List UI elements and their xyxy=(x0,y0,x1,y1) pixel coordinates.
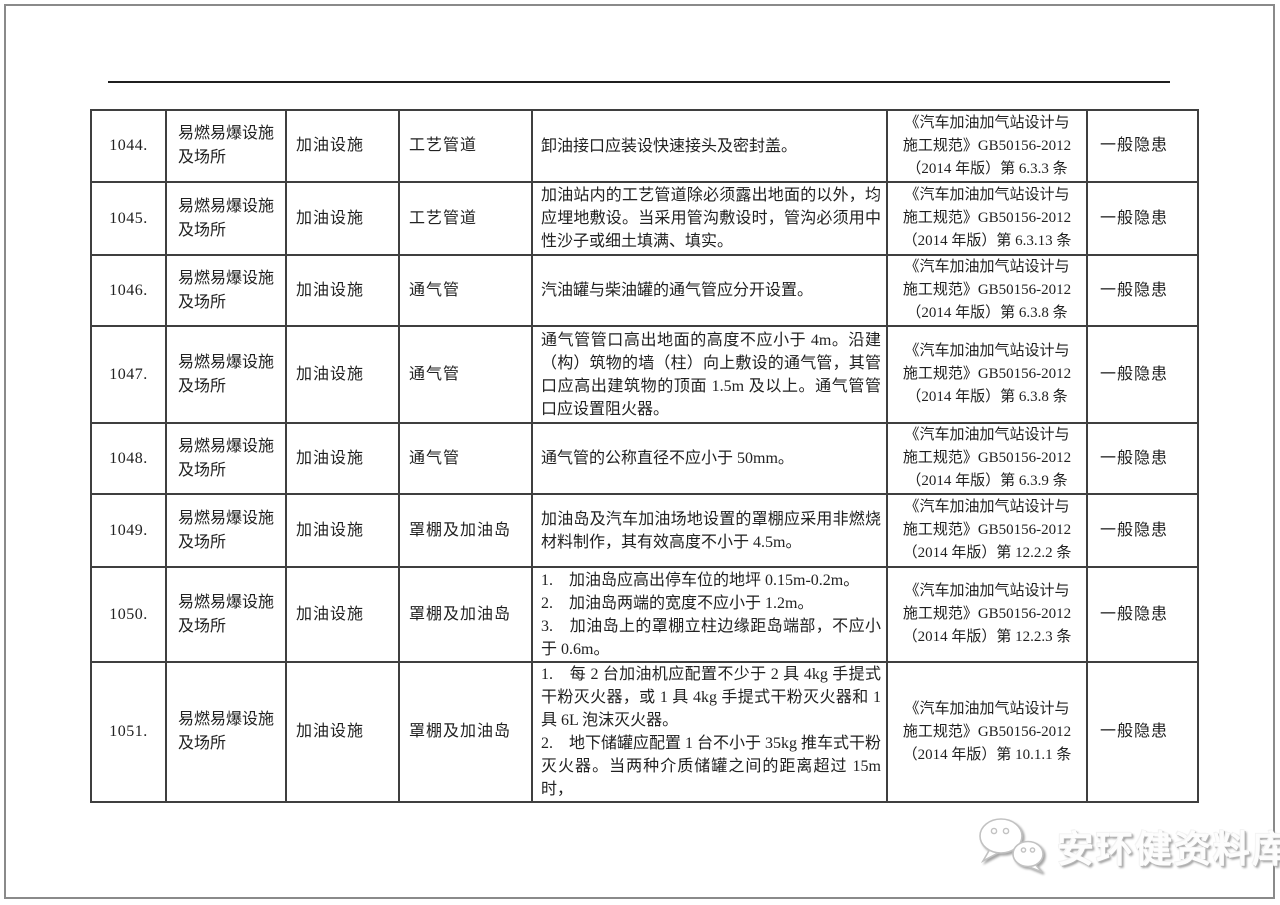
cell-hazard-level: 一般隐患 xyxy=(1086,661,1199,803)
cell-legal-basis: 《汽车加油加气站设计与 施工规范》GB50156-2012 （2014 年版）第… xyxy=(886,566,1088,663)
table-row: 1045. 易燃易爆设施 及场所 加油设施 工艺管道 加油站内的工艺管道除必须露… xyxy=(90,181,1199,256)
cell-place: 易燃易爆设施 及场所 xyxy=(165,422,287,495)
cell-hazard-level: 一般隐患 xyxy=(1086,254,1199,327)
cell-hazard-level: 一般隐患 xyxy=(1086,181,1199,256)
cell-place: 易燃易爆设施 及场所 xyxy=(165,493,287,568)
cell-seq-number: 1045. xyxy=(90,181,167,256)
cell-description: 1. 每 2 台加油机应配置不少于 2 具 4kg 手提式干粉灭火器，或 1 具… xyxy=(531,661,888,803)
watermark-text: 安环健资料库 xyxy=(1057,829,1280,870)
cell-description: 卸油接口应装设快速接头及密封盖。 xyxy=(531,109,888,183)
table-row: 1051. 易燃易爆设施 及场所 加油设施 罩棚及加油岛 1. 每 2 台加油机… xyxy=(90,661,1199,803)
cell-description: 通气管的公称直径不应小于 50mm。 xyxy=(531,422,888,495)
header-rule xyxy=(108,81,1170,83)
cell-legal-basis: 《汽车加油加气站设计与 施工规范》GB50156-2012 （2014 年版）第… xyxy=(886,422,1088,495)
cell-facility: 加油设施 xyxy=(285,493,400,568)
cell-facility: 加油设施 xyxy=(285,254,400,327)
cell-hazard-level: 一般隐患 xyxy=(1086,325,1199,424)
cell-place: 易燃易爆设施 及场所 xyxy=(165,325,287,424)
cell-place: 易燃易爆设施 及场所 xyxy=(165,181,287,256)
cell-category: 通气管 xyxy=(398,422,533,495)
cell-legal-basis: 《汽车加油加气站设计与 施工规范》GB50156-2012 （2014 年版）第… xyxy=(886,254,1088,327)
cell-description: 汽油罐与柴油罐的通气管应分开设置。 xyxy=(531,254,888,327)
cell-category: 工艺管道 xyxy=(398,181,533,256)
cell-description: 加油岛及汽车加油场地设置的罩棚应采用非燃烧材料制作，其有效高度不小于 4.5m。 xyxy=(531,493,888,568)
cell-description: 1. 加油岛应高出停车位的地坪 0.15m-0.2m。 2. 加油岛两端的宽度不… xyxy=(531,566,888,663)
cell-description: 通气管管口高出地面的高度不应小于 4m。沿建（构）筑物的墙（柱）向上敷设的通气管… xyxy=(531,325,888,424)
cell-legal-basis: 《汽车加油加气站设计与 施工规范》GB50156-2012 （2014 年版）第… xyxy=(886,661,1088,803)
wechat-icon xyxy=(979,818,1044,873)
cell-facility: 加油设施 xyxy=(285,181,400,256)
cell-facility: 加油设施 xyxy=(285,325,400,424)
table-row: 1049. 易燃易爆设施 及场所 加油设施 罩棚及加油岛 加油岛及汽车加油场地设… xyxy=(90,493,1199,568)
cell-facility: 加油设施 xyxy=(285,422,400,495)
cell-seq-number: 1044. xyxy=(90,109,167,183)
cell-legal-basis: 《汽车加油加气站设计与 施工规范》GB50156-2012 （2014 年版）第… xyxy=(886,109,1088,183)
cell-legal-basis: 《汽车加油加气站设计与 施工规范》GB50156-2012 （2014 年版）第… xyxy=(886,325,1088,424)
cell-seq-number: 1051. xyxy=(90,661,167,803)
cell-category: 罩棚及加油岛 xyxy=(398,493,533,568)
cell-legal-basis: 《汽车加油加气站设计与 施工规范》GB50156-2012 （2014 年版）第… xyxy=(886,493,1088,568)
cell-place: 易燃易爆设施 及场所 xyxy=(165,566,287,663)
cell-legal-basis: 《汽车加油加气站设计与 施工规范》GB50156-2012 （2014 年版）第… xyxy=(886,181,1088,256)
cell-category: 罩棚及加油岛 xyxy=(398,566,533,663)
cell-category: 通气管 xyxy=(398,325,533,424)
cell-facility: 加油设施 xyxy=(285,566,400,663)
cell-seq-number: 1049. xyxy=(90,493,167,568)
cell-category: 罩棚及加油岛 xyxy=(398,661,533,803)
cell-seq-number: 1050. xyxy=(90,566,167,663)
cell-category: 工艺管道 xyxy=(398,109,533,183)
cell-description: 加油站内的工艺管道除必须露出地面的以外，均应埋地敷设。当采用管沟敷设时，管沟必须… xyxy=(531,181,888,256)
table-row: 1050. 易燃易爆设施 及场所 加油设施 罩棚及加油岛 1. 加油岛应高出停车… xyxy=(90,566,1199,663)
cell-place: 易燃易爆设施 及场所 xyxy=(165,254,287,327)
cell-hazard-level: 一般隐患 xyxy=(1086,109,1199,183)
cell-hazard-level: 一般隐患 xyxy=(1086,493,1199,568)
cell-seq-number: 1047. xyxy=(90,325,167,424)
cell-seq-number: 1046. xyxy=(90,254,167,327)
hazard-checklist-table: 1044. 易燃易爆设施 及场所 加油设施 工艺管道 卸油接口应装设快速接头及密… xyxy=(90,109,1199,803)
watermark: 安环健资料库 xyxy=(975,816,1280,876)
cell-hazard-level: 一般隐患 xyxy=(1086,422,1199,495)
cell-seq-number: 1048. xyxy=(90,422,167,495)
cell-facility: 加油设施 xyxy=(285,661,400,803)
table-row: 1046. 易燃易爆设施 及场所 加油设施 通气管 汽油罐与柴油罐的通气管应分开… xyxy=(90,254,1199,327)
cell-place: 易燃易爆设施 及场所 xyxy=(165,109,287,183)
cell-category: 通气管 xyxy=(398,254,533,327)
table-row: 1044. 易燃易爆设施 及场所 加油设施 工艺管道 卸油接口应装设快速接头及密… xyxy=(90,109,1199,183)
table-row: 1047. 易燃易爆设施 及场所 加油设施 通气管 通气管管口高出地面的高度不应… xyxy=(90,325,1199,424)
cell-place: 易燃易爆设施 及场所 xyxy=(165,661,287,803)
cell-hazard-level: 一般隐患 xyxy=(1086,566,1199,663)
cell-facility: 加油设施 xyxy=(285,109,400,183)
table-row: 1048. 易燃易爆设施 及场所 加油设施 通气管 通气管的公称直径不应小于 5… xyxy=(90,422,1199,495)
